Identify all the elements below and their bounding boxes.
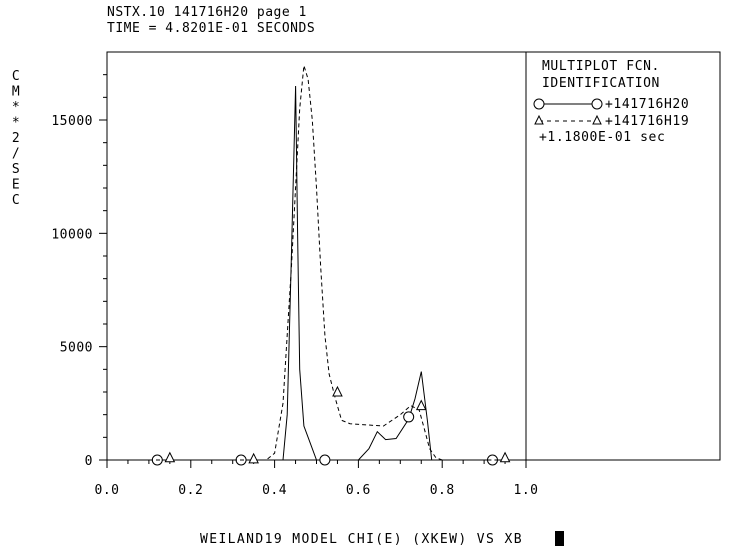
y-axis-label-char: / bbox=[12, 147, 20, 162]
legend-title-1: MULTIPLOT FCN. bbox=[542, 59, 660, 74]
circle-marker bbox=[403, 411, 415, 423]
header-line-1: NSTX.10 141716H20 page 1 bbox=[107, 5, 307, 20]
x-tick-label: 0.2 bbox=[178, 483, 203, 498]
circle-marker bbox=[319, 454, 331, 466]
y-tick-label: 10000 bbox=[51, 227, 93, 242]
text-cursor bbox=[555, 531, 564, 546]
y-axis-label: CM**2/SEC bbox=[12, 69, 20, 208]
y-tick-label: 5000 bbox=[60, 341, 93, 356]
y-axis-label-char: S bbox=[12, 162, 20, 177]
legend-triangle-marker bbox=[534, 114, 544, 125]
triangle-marker bbox=[248, 452, 259, 464]
y-tick-label: 15000 bbox=[51, 114, 93, 129]
series-line-h19 bbox=[107, 65, 526, 461]
y-axis-label-char: C bbox=[12, 69, 20, 84]
legend-title-2: IDENTIFICATION bbox=[542, 76, 660, 91]
axis-ticks: 0 5000 10000 15000 0.0 0.2 0.4 0.6 0.8 1.0 bbox=[51, 74, 539, 498]
legend-circle-marker bbox=[533, 98, 545, 110]
legend-triangle-marker bbox=[592, 114, 602, 125]
x-tick-label: 0.6 bbox=[346, 483, 371, 498]
legend-panel bbox=[525, 51, 721, 461]
x-tick-label: 1.0 bbox=[514, 483, 539, 498]
series-line-h20 bbox=[107, 85, 526, 461]
x-tick-label: 0.4 bbox=[262, 483, 287, 498]
y-tick-label: 0 bbox=[85, 454, 93, 469]
x-axis-label: WEILAND19 MODEL CHI(E) (XKEW) VS XB bbox=[200, 532, 523, 547]
triangle-marker bbox=[499, 451, 511, 463]
series-layer bbox=[107, 65, 526, 466]
legend-circle-marker bbox=[591, 98, 603, 110]
y-axis-label-char: E bbox=[12, 178, 20, 193]
header-line-2: TIME = 4.8201E-01 SECONDS bbox=[107, 21, 315, 36]
triangle-marker bbox=[164, 451, 176, 463]
triangle-marker bbox=[415, 399, 427, 411]
triangle-marker bbox=[332, 385, 343, 397]
x-tick-label: 0.8 bbox=[430, 483, 455, 498]
y-axis-label-char: * bbox=[12, 100, 20, 115]
legend-entry-3: +1.1800E-01 sec bbox=[539, 130, 665, 145]
y-axis-label-char: M bbox=[12, 85, 20, 100]
y-axis-label-char: * bbox=[12, 116, 20, 131]
y-axis-label-char: 2 bbox=[12, 131, 20, 146]
y-axis-label-char: C bbox=[12, 193, 20, 208]
legend-entry-1: +141716H20 bbox=[605, 97, 689, 112]
plot-area-frame bbox=[106, 51, 527, 461]
x-tick-label: 0.0 bbox=[95, 483, 120, 498]
legend-entry-2: +141716H19 bbox=[605, 114, 689, 129]
